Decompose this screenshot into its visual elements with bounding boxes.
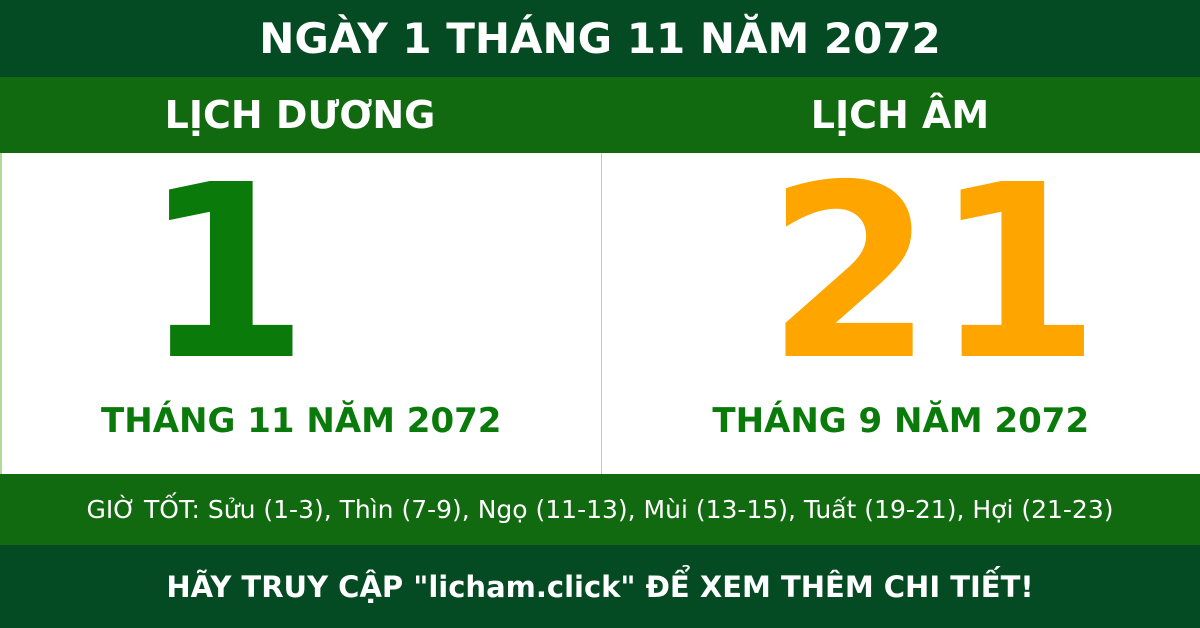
solar-heading: LỊCH DƯƠNG: [164, 93, 436, 137]
lunar-day: 21: [766, 133, 1101, 413]
solar-month-year: THÁNG 11 NĂM 2072: [101, 401, 502, 441]
calendar-body: 1 THÁNG 11 NĂM 2072 21 THÁNG 9 NĂM 2072: [0, 153, 1200, 474]
footer-cta: HÃY TRUY CẬP "licham.click" ĐỂ XEM THÊM …: [0, 545, 1200, 628]
good-hours: GIỜ TỐT: Sửu (1-3), Thìn (7-9), Ngọ (11-…: [0, 474, 1200, 545]
page-title: NGÀY 1 THÁNG 11 NĂM 2072: [0, 0, 1200, 77]
lunar-panel: 21 THÁNG 9 NĂM 2072: [602, 153, 1200, 474]
lunar-month-year: THÁNG 9 NĂM 2072: [712, 401, 1090, 441]
solar-panel: 1 THÁNG 11 NĂM 2072: [2, 153, 602, 474]
calendar-headings: LỊCH DƯƠNG LỊCH ÂM: [0, 77, 1200, 153]
lunar-heading: LỊCH ÂM: [810, 93, 990, 137]
solar-day: 1: [142, 133, 309, 413]
